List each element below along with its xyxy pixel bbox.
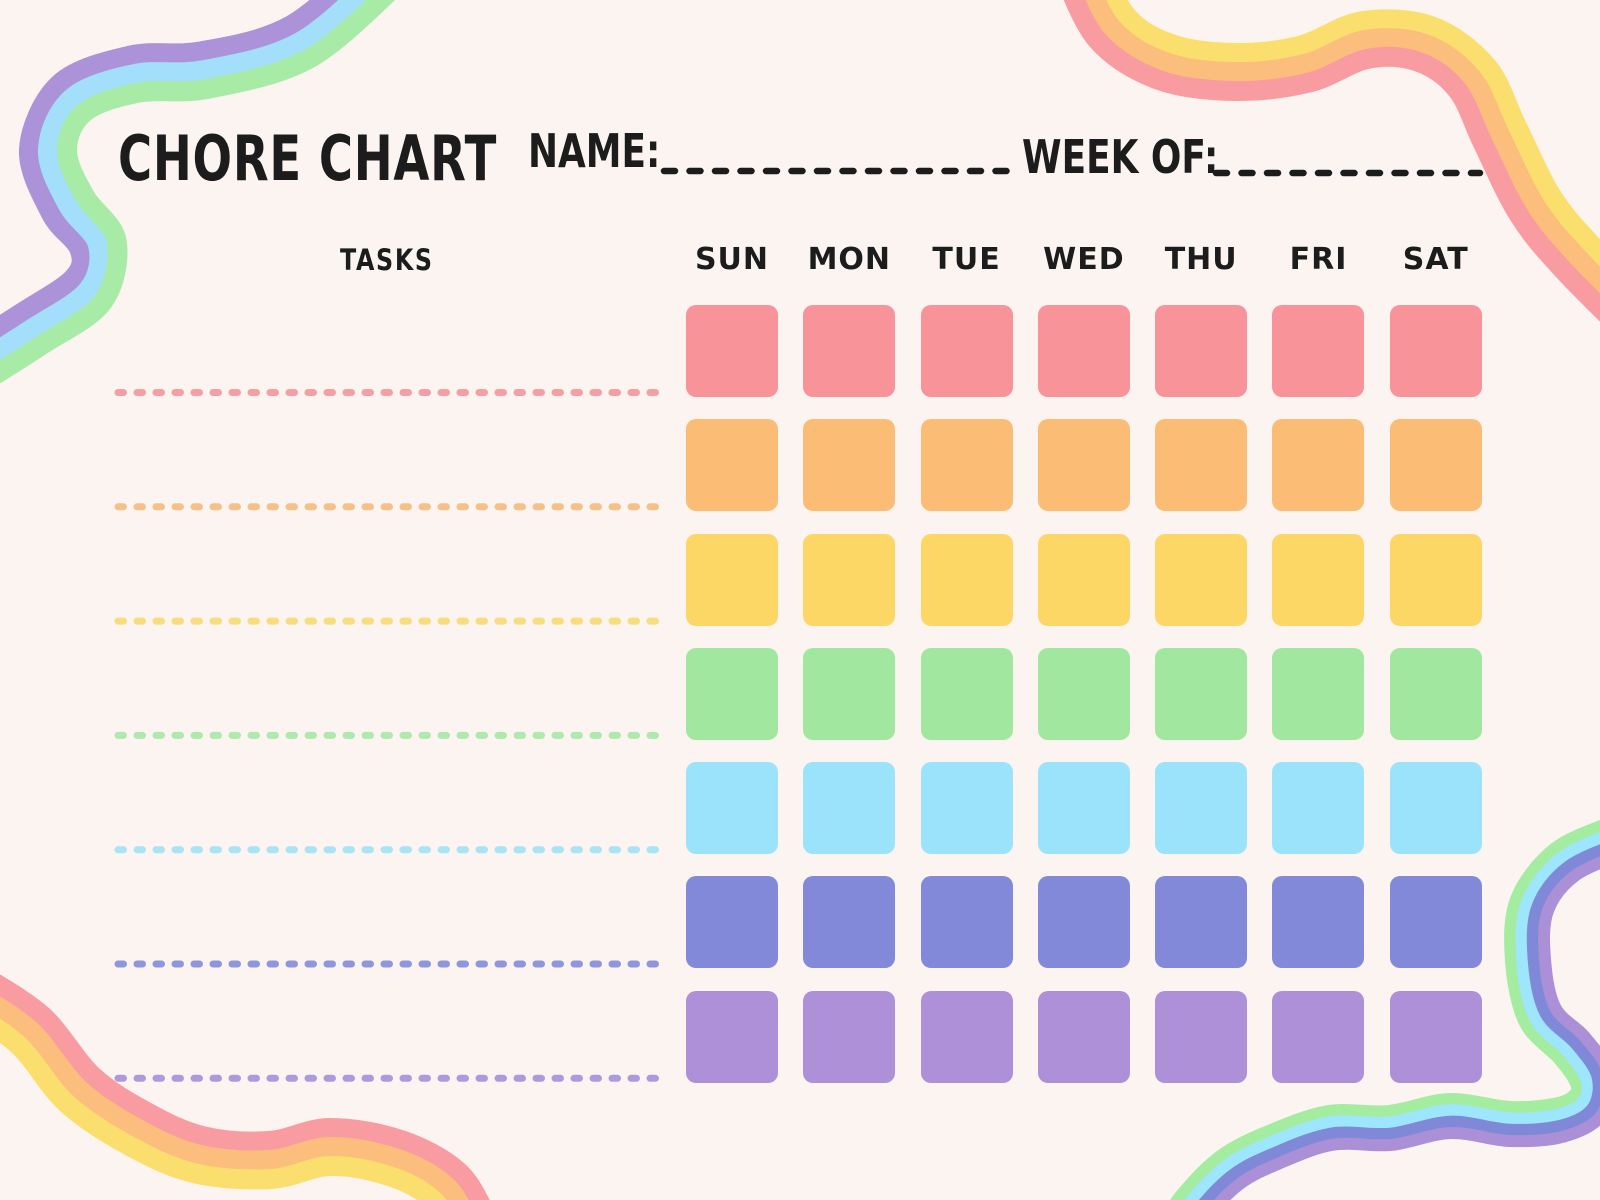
cell-row-1-red-mon (803, 305, 896, 397)
cell-row-3-yellow-tue (920, 533, 1013, 626)
day-header-sun: SUN (694, 242, 770, 277)
cell-row-2-orange-fri (1272, 419, 1365, 512)
cell-row-1-red-sat (1389, 305, 1482, 397)
cell-row-7-purple-sat (1389, 990, 1482, 1083)
cell-row-1-red-fri (1272, 305, 1365, 397)
cell-row-6-indigo-thu (1155, 876, 1248, 969)
week-of-label: WEEK OF: (1022, 130, 1219, 184)
cell-row-6-indigo-wed (1037, 876, 1130, 969)
rainbow-bottom-right (1169, 819, 1600, 1200)
cell-row-3-yellow-wed (1037, 533, 1130, 626)
cell-row-1-red-wed (1037, 305, 1130, 397)
cell-row-4-green-sun (686, 647, 778, 740)
cell-row-7-purple-wed (1037, 990, 1130, 1083)
rainbow-top-left (0, 0, 396, 384)
cell-row-5-blue-wed (1037, 762, 1130, 855)
rainbow-bottom-left-band-1 (0, 974, 490, 1200)
day-header-thu: THU (1164, 242, 1238, 277)
day-header-sat: SAT (1402, 242, 1469, 277)
cell-row-3-yellow-mon (803, 533, 896, 626)
rainbow-top-right (1063, 0, 1600, 322)
tasks-column-header: TASKS (340, 243, 434, 277)
cell-row-4-green-mon (803, 647, 896, 740)
cell-row-4-green-sat (1389, 647, 1482, 740)
cell-row-2-orange-tue (920, 419, 1013, 512)
cell-row-3-yellow-sat (1389, 533, 1482, 626)
rainbow-top-left-band-3 (0, 0, 396, 384)
cell-row-5-blue-fri (1272, 762, 1365, 855)
chore-grid (686, 305, 1482, 1083)
day-header-mon: MON (807, 242, 892, 277)
rainbow-top-left-band-1 (0, 0, 340, 339)
cell-row-7-purple-sun (686, 990, 778, 1083)
cell-row-6-indigo-sat (1389, 876, 1482, 969)
cell-row-5-blue-sat (1389, 762, 1482, 855)
cell-row-3-yellow-sun (686, 533, 778, 626)
cell-row-1-red-sun (686, 305, 778, 397)
cell-row-5-blue-thu (1155, 762, 1248, 855)
cell-row-5-blue-sun (686, 762, 778, 855)
cell-row-7-purple-tue (920, 990, 1013, 1083)
cell-row-4-green-fri (1272, 647, 1365, 740)
rainbow-top-left-band-2 (0, 0, 368, 362)
rainbow-bottom-right-band-1 (1169, 819, 1600, 1200)
day-header-tue: TUE (932, 242, 1001, 277)
rainbow-bottom-right-band-4 (1213, 856, 1600, 1200)
day-header-wed: WED (1043, 242, 1125, 277)
cell-row-4-green-tue (920, 647, 1013, 740)
day-header-fri: FRI (1289, 242, 1348, 277)
cell-row-6-indigo-sun (686, 876, 778, 969)
cell-row-2-orange-thu (1155, 419, 1248, 512)
name-label: NAME: (528, 124, 661, 178)
cell-row-4-green-thu (1155, 647, 1248, 740)
cell-row-2-orange-mon (803, 419, 896, 512)
cell-row-7-purple-thu (1155, 990, 1248, 1083)
cell-row-6-indigo-tue (920, 876, 1013, 969)
cell-row-5-blue-mon (803, 762, 896, 855)
cell-row-1-red-thu (1155, 305, 1248, 397)
cell-row-2-orange-sun (686, 419, 778, 512)
cell-row-7-purple-mon (803, 990, 896, 1083)
rainbow-bottom-right-band-2 (1184, 832, 1600, 1200)
rainbow-bottom-left-band-3 (0, 1018, 447, 1200)
page-title: CHORE CHART (118, 122, 498, 195)
rainbow-top-right-band-3 (1063, 0, 1600, 322)
rainbow-top-right-band-1 (1105, 0, 1600, 268)
cell-row-6-indigo-fri (1272, 876, 1365, 969)
cell-row-2-orange-sat (1389, 419, 1482, 512)
rainbow-bottom-left (0, 974, 490, 1200)
cell-row-1-red-tue (920, 305, 1013, 397)
rainbow-top-right-band-2 (1084, 0, 1600, 295)
rainbow-bottom-right-band-3 (1198, 844, 1600, 1200)
rainbow-bottom-left-band-2 (0, 996, 469, 1200)
cell-row-3-yellow-thu (1155, 533, 1248, 626)
cell-row-7-purple-fri (1272, 990, 1365, 1083)
cell-row-3-yellow-fri (1272, 533, 1365, 626)
day-header-row: SUN MON TUE WED THU FRI SAT (686, 245, 1482, 275)
cell-row-5-blue-tue (920, 762, 1013, 855)
cell-row-2-orange-wed (1037, 419, 1130, 512)
cell-row-6-indigo-mon (803, 876, 896, 969)
cell-row-4-green-wed (1037, 647, 1130, 740)
